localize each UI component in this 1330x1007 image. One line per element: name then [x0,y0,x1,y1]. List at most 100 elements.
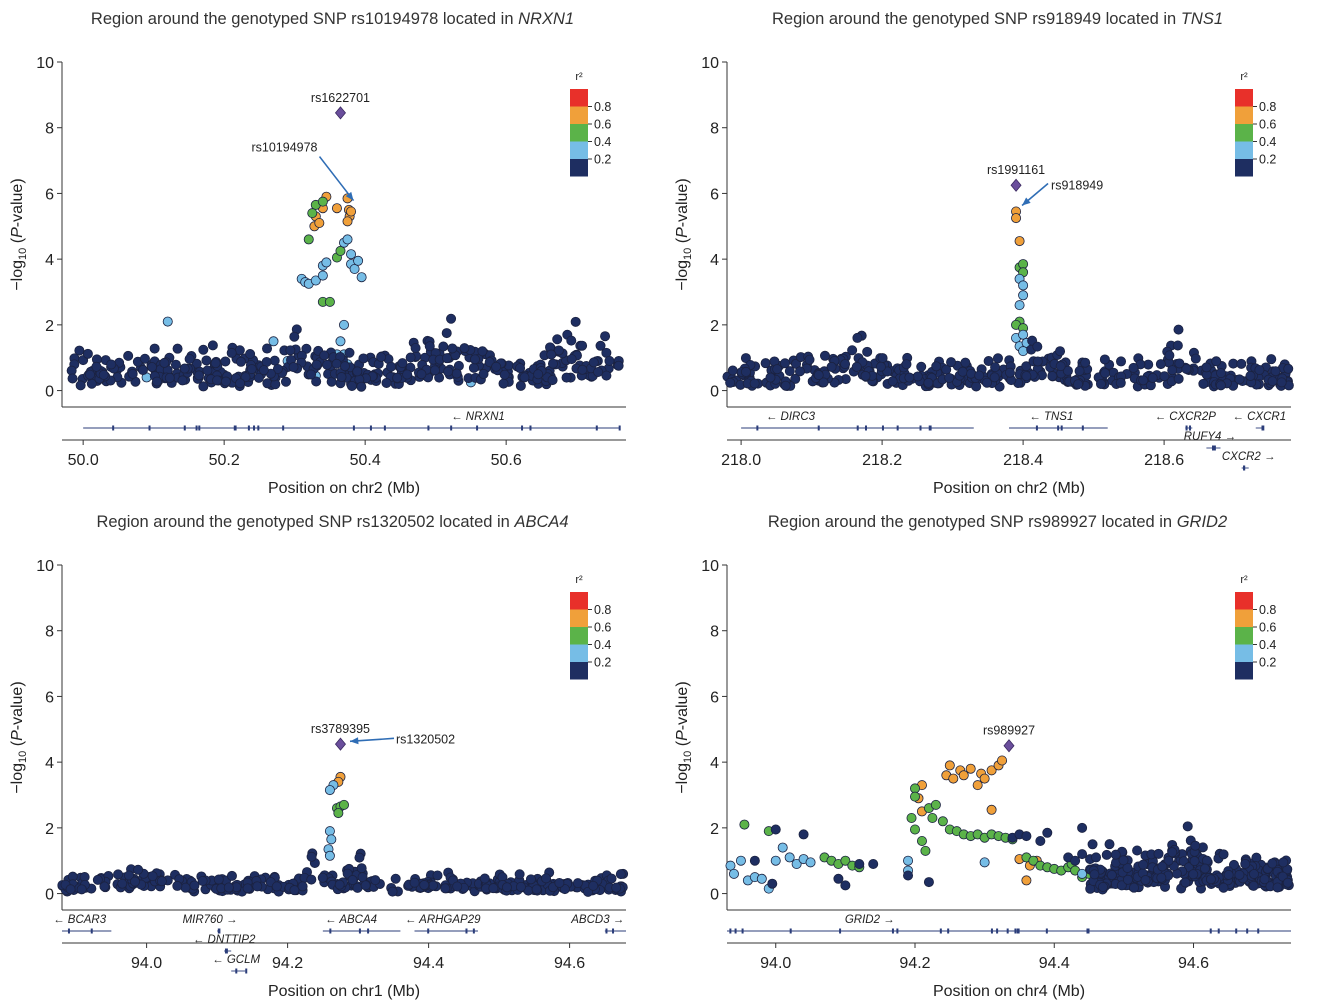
snp-point [840,880,851,891]
panel-tns1: Region around the genotyped SNP rs918949… [665,0,1330,503]
snp-point [749,378,760,389]
snp-point [307,208,318,219]
y-tick-label: 6 [45,689,54,706]
gene-exon [1257,928,1260,934]
annotated-snp-label: rs918949 [1051,179,1103,193]
snp-point [1190,353,1201,364]
snp-point [410,343,421,354]
snp-point [1138,859,1149,870]
lead-snp-label: rs1622701 [311,91,370,105]
snp-point [235,356,246,367]
snp-point [1234,869,1245,880]
y-axis-label: −log10 (P-value) [9,178,29,290]
snp-point [99,881,110,892]
x-tick-label: 94.2 [899,955,930,972]
snp-point [937,816,948,827]
snp-point [877,353,888,364]
snp-point [129,876,140,887]
snp-point [1188,869,1199,880]
lead-snp-label: rs1991161 [987,163,1045,177]
snp-point [106,359,117,370]
snp-point [1248,880,1259,891]
snp-point [1115,377,1126,388]
snp-point [740,366,751,377]
gene-exon [864,425,867,431]
gene-label: ← TNS1 [1029,411,1073,423]
snp-point [498,378,509,389]
snp-point [491,361,502,372]
snp-point [272,364,283,375]
snp-point [1018,280,1029,291]
gene-exon [235,968,238,974]
snp-point [446,313,457,324]
gene-exon [605,928,608,934]
snp-point [1272,882,1283,893]
snp-point [220,356,231,367]
gene-exon [1185,425,1188,431]
legend-swatch [1235,89,1253,107]
snp-point [1153,848,1164,859]
gene-exon [90,928,93,934]
r2-legend: r² 0.8 0.6 0.4 0.2 [1235,71,1276,177]
snp-point [213,874,224,885]
annotation-arrowhead [345,191,354,201]
snp-point [76,884,87,895]
snp-point [392,372,403,383]
gene-exon [1081,425,1084,431]
gene-exon [1235,928,1238,934]
snp-point [197,875,208,886]
gene-exon [450,425,453,431]
snp-point [1218,849,1229,860]
snp-point [139,353,150,364]
gene-exon [729,928,732,934]
gene-label: MIR760 → [183,914,238,926]
snp-point [1270,366,1281,377]
legend-swatch [570,644,588,662]
snp-point [344,347,355,358]
snp-point [1055,346,1066,357]
x-tick-label: 94.0 [131,955,162,972]
legend-swatch [1235,159,1253,177]
gene-label: ← DNTTIP2 [193,934,256,946]
snp-point [306,851,317,862]
snp-point [324,826,335,837]
y-tick-label: 8 [710,121,719,138]
snp-point [1021,875,1032,886]
gene-exon [358,928,361,934]
snp-point [306,874,317,885]
y-tick-label: 2 [710,821,719,838]
snp-point [805,857,816,868]
gene-exon [198,425,201,431]
snp-point [777,842,788,853]
gene-exon [1016,928,1019,934]
gene-exon [856,425,859,431]
snp-point [149,343,160,354]
legend-swatch [570,89,588,107]
snp-point [875,361,886,372]
lead-snp-marker [1003,739,1015,753]
snp-point [931,361,942,372]
gene-exon [195,425,198,431]
x-tick-label: 50.2 [209,452,240,469]
snp-point [1167,847,1178,858]
gene-exon [1087,928,1090,934]
lead-snp-marker [334,106,346,120]
snp-point [1062,365,1073,376]
snp-point [1021,831,1032,842]
legend-label: 0.8 [1259,100,1276,114]
snp-point [1190,840,1201,851]
snp-point [804,354,815,365]
x-tick-label: 94.0 [760,955,791,972]
snp-points [722,206,1294,392]
gene-exon [245,968,248,974]
snp-point [310,275,321,286]
legend-label: 0.2 [594,656,611,670]
snp-point [180,882,191,893]
gene-exon [112,425,115,431]
legend-swatch [570,609,588,627]
snp-point [1099,354,1110,365]
legend-swatch [1235,662,1253,680]
snp-point [75,380,86,391]
snp-point [554,877,565,888]
snp-point [1205,874,1216,885]
